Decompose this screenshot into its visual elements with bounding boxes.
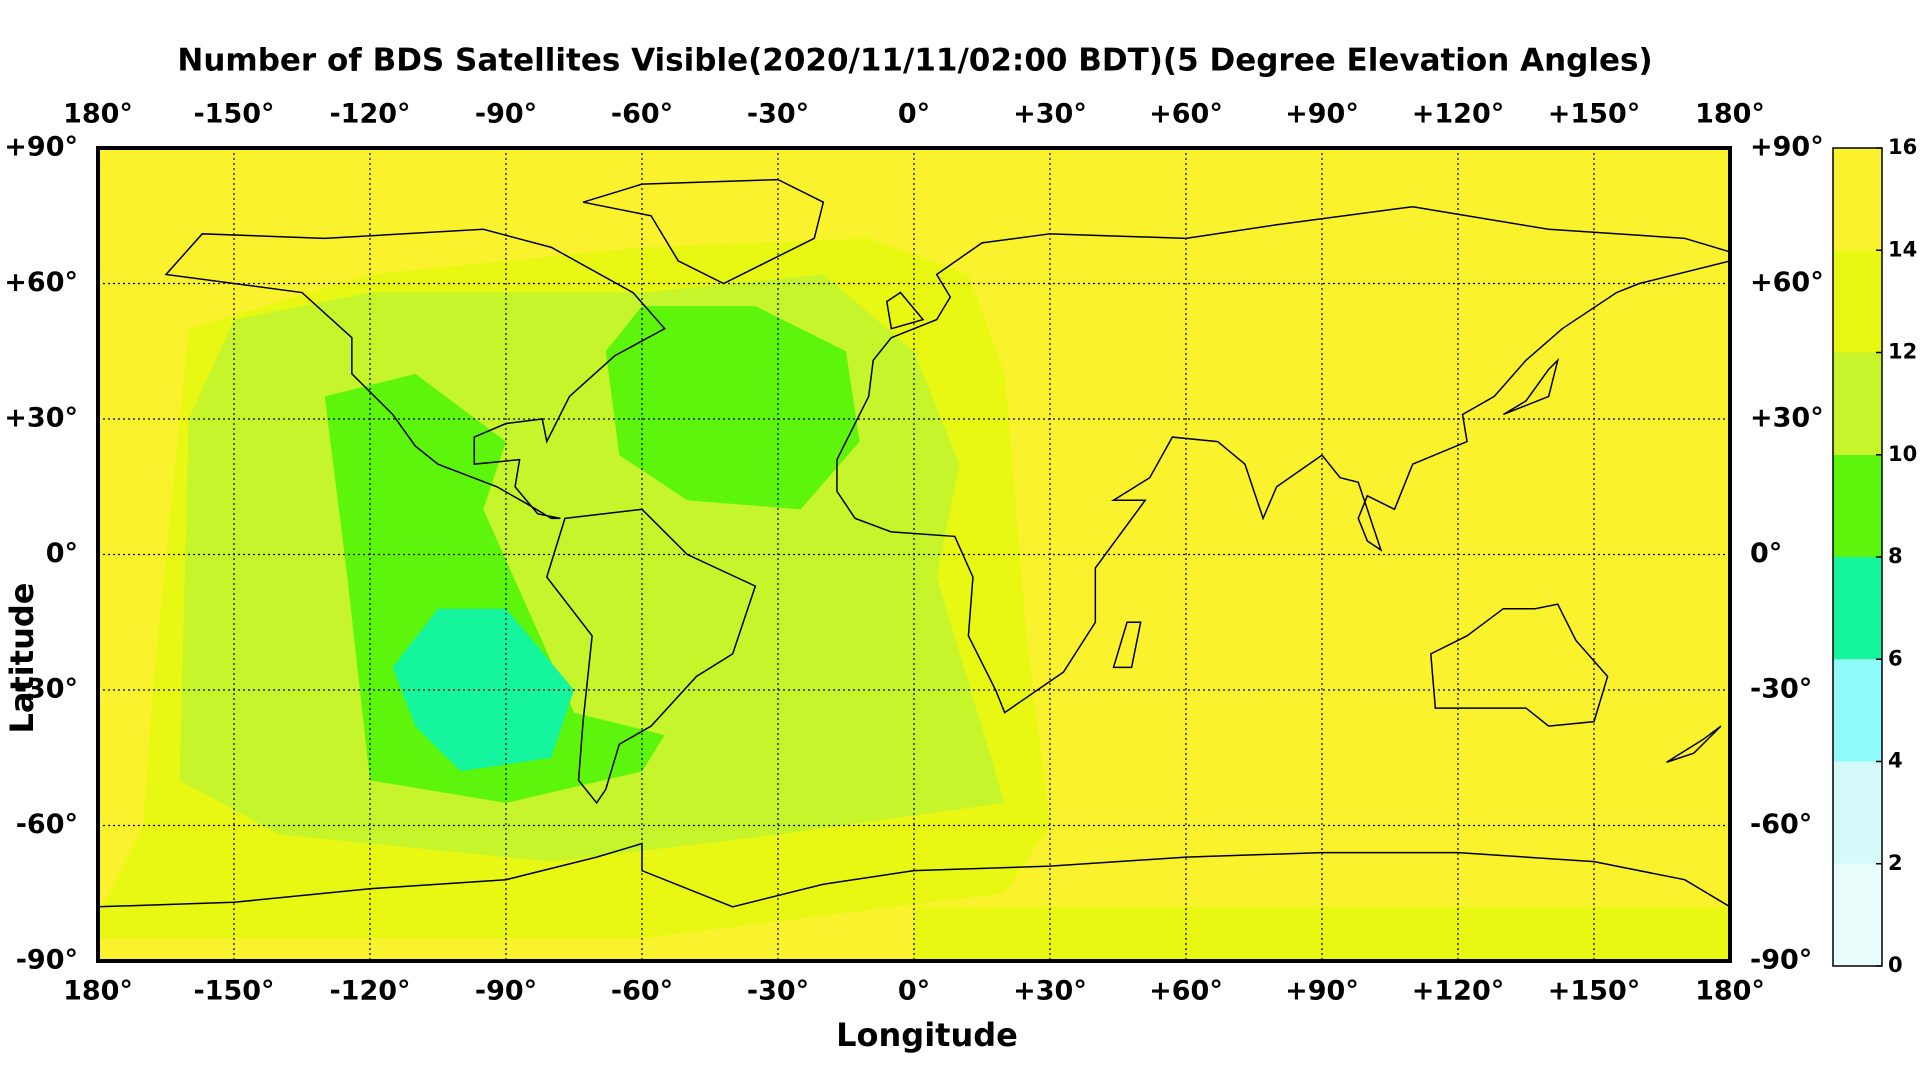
visibility-region [605, 306, 860, 510]
x-tick-label: +150° [1548, 99, 1640, 130]
x-tick-label: -60° [611, 99, 673, 130]
x-tick-label: 180° [63, 99, 133, 130]
x-tick-label: 180° [1695, 99, 1765, 130]
x-tick-label: +90° [1285, 99, 1359, 130]
colorbar-tick-label: 16 [1888, 135, 1917, 159]
y-tick-label: +60° [4, 267, 78, 298]
y-axis-label: Latitude [3, 583, 41, 734]
colorbar-bin [1833, 148, 1882, 251]
y-tick-label: +60° [1750, 267, 1824, 298]
coastline [98, 842, 1730, 961]
coastline [545, 508, 757, 805]
x-tick-label: 0° [898, 99, 930, 130]
y-tick-label: +30° [1750, 403, 1824, 434]
colorbar-tick-label: 0 [1888, 953, 1903, 977]
colorbar-tick-label: 8 [1888, 544, 1903, 568]
coastline [1430, 603, 1609, 727]
y-tick-label: -60° [16, 809, 78, 840]
y-tick-label: +30° [4, 403, 78, 434]
x-tick-label: -90° [475, 976, 537, 1007]
colorbar-tick-label: 14 [1888, 237, 1917, 261]
colorbar-bin [1833, 761, 1882, 864]
colorbar-tick-label: 10 [1888, 442, 1917, 466]
x-tick-label: +90° [1285, 976, 1359, 1007]
colorbar-bin [1833, 454, 1882, 557]
x-tick-label: 0° [898, 976, 930, 1007]
x-tick-label: +120° [1412, 99, 1504, 130]
colorbar-tick-label: 4 [1888, 749, 1903, 773]
colorbar-tick-label: 2 [1888, 851, 1903, 875]
coastline [885, 291, 925, 330]
colorbar-bin [1833, 557, 1882, 660]
x-tick-label: +30° [1013, 99, 1087, 130]
x-tick-label: -120° [329, 99, 410, 130]
y-tick-label: -30° [16, 674, 78, 705]
x-tick-label: +150° [1548, 976, 1640, 1007]
colorbar-bin [1833, 352, 1882, 455]
x-tick-label: -120° [329, 976, 410, 1007]
x-tick-label: -90° [475, 99, 537, 130]
x-tick-label: +30° [1013, 976, 1087, 1007]
y-tick-label: -90° [16, 945, 78, 976]
x-tick-label: -150° [193, 976, 274, 1007]
colorbar-bin [1833, 250, 1882, 353]
y-tick-label: -60° [1750, 809, 1812, 840]
y-tick-label: -90° [1750, 945, 1812, 976]
x-tick-label: +60° [1149, 99, 1223, 130]
x-tick-label: +60° [1149, 976, 1223, 1007]
coastline [836, 205, 1730, 714]
colorbar-bin [1833, 659, 1882, 762]
coastline [1666, 725, 1722, 763]
x-tick-label: -60° [611, 976, 673, 1007]
coastline [1502, 357, 1560, 416]
y-tick-label: +90° [4, 132, 78, 163]
x-axis-label: Longitude [836, 1016, 1018, 1054]
colorbar-tick-label: 6 [1888, 646, 1903, 670]
x-tick-label: -30° [747, 99, 809, 130]
chart-title: Number of BDS Satellites Visible(2020/11… [177, 43, 1652, 79]
y-tick-label: 0° [1750, 538, 1782, 569]
coastline [164, 228, 666, 520]
coastline [1112, 621, 1142, 669]
x-tick-label: -150° [193, 99, 274, 130]
coastline [582, 178, 825, 285]
colorbar-tick-label: 12 [1888, 340, 1917, 364]
x-tick-label: +120° [1412, 976, 1504, 1007]
x-tick-label: 180° [1695, 976, 1765, 1007]
x-tick-label: 180° [63, 976, 133, 1007]
x-tick-label: -30° [747, 976, 809, 1007]
y-tick-label: -30° [1750, 674, 1812, 705]
y-tick-label: 0° [46, 538, 78, 569]
colorbar-bin [1833, 863, 1882, 966]
y-tick-label: +90° [1750, 132, 1824, 163]
